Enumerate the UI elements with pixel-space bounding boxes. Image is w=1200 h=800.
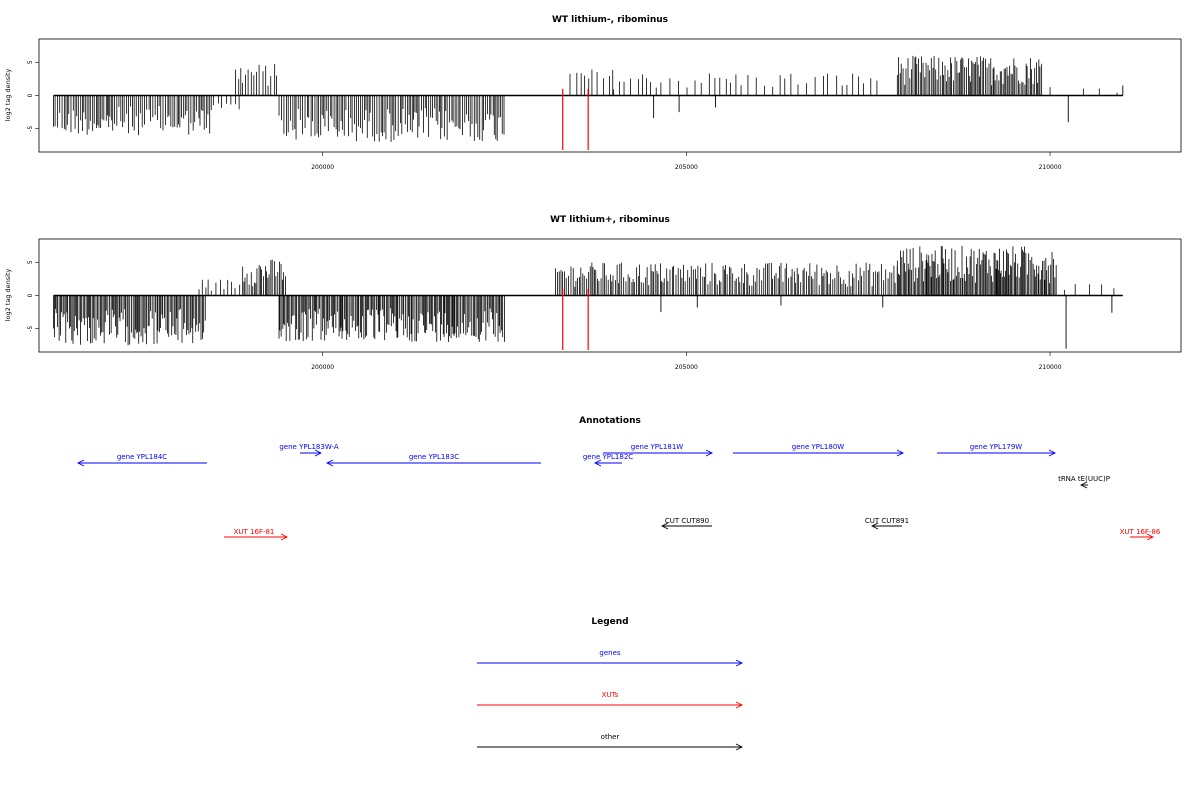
legend-arrow (477, 743, 744, 751)
annotation-arrow (870, 522, 902, 530)
panel-lithium-minus: WT lithium-, ribominus log2 tag density … (4, 15, 1182, 171)
y-axis-label: log2 tag density (4, 69, 12, 122)
y-tick-label: -5 (27, 126, 34, 132)
annotation-arrow (1130, 533, 1155, 541)
annotation-label: gene YPL180W (792, 443, 844, 451)
annotation-arrow (1079, 481, 1088, 489)
annotation-label: XUT 16F-86 (1120, 528, 1161, 536)
annotation-label: CUT CUT890 (665, 517, 709, 525)
y-tick-label: 5 (27, 60, 34, 64)
x-tick-label: 200000 (311, 164, 334, 171)
legend-arrow (477, 701, 744, 709)
annotation-arrow (224, 533, 289, 541)
annotation-tracks: gene YPL184C gene YPL183W-A gene YPL183C ge… (76, 443, 1161, 541)
legend-label: genes (599, 649, 620, 657)
legend-title: Legend (591, 617, 628, 627)
legend: genes XUTs other (477, 649, 744, 751)
annotation-label: gene YPL179W (970, 443, 1022, 451)
annotation-label: CUT CUT891 (865, 517, 909, 525)
annotation-label: tRNA tE(UUC)P (1058, 475, 1110, 483)
red-marker-lines (562, 288, 589, 351)
legend-label: XUTs (602, 691, 619, 699)
x-tick-label: 210000 (1039, 164, 1062, 171)
annotation-arrow (733, 449, 905, 457)
y-axis-label: log2 tag density (4, 269, 12, 322)
annotation-label: XUT 16F-81 (234, 528, 275, 536)
annotation-arrow (593, 459, 622, 467)
annotation-arrow (300, 449, 323, 457)
annotation-arrow (603, 449, 714, 457)
x-tick-label: 200000 (311, 364, 334, 371)
annotation-arrow (660, 522, 712, 530)
y-tick-label: 0 (27, 293, 34, 297)
annotation-label: gene YPL184C (117, 453, 167, 461)
annotation-label: gene YPL183C (409, 453, 459, 461)
x-tick-label: 205000 (675, 364, 698, 371)
x-tick-label: 205000 (675, 164, 698, 171)
chart-title: WT lithium-, ribominus (552, 15, 668, 25)
x-tick-label: 210000 (1039, 364, 1062, 371)
panel-lithium-plus: WT lithium+, ribominus log2 tag density … (4, 215, 1182, 371)
annotation-arrow (76, 459, 207, 467)
axis-ticks: 5 0 -5 200000 205000 210000 (27, 260, 1062, 371)
annotations-title: Annotations (579, 416, 641, 426)
legend-arrow (477, 659, 744, 667)
annotation-label: gene YPL182C (583, 453, 633, 461)
y-tick-label: -5 (27, 326, 34, 332)
annotation-arrow (325, 459, 541, 467)
axis-ticks: 5 0 -5 200000 205000 210000 (27, 60, 1062, 171)
y-tick-label: 0 (27, 93, 34, 97)
legend-label: other (601, 733, 620, 741)
annotation-label: gene YPL183W-A (279, 443, 338, 451)
annotation-label: gene YPL181W (631, 443, 683, 451)
red-marker-lines (562, 88, 589, 151)
chart-title: WT lithium+, ribominus (550, 215, 670, 225)
annotation-arrow (937, 449, 1057, 457)
y-tick-label: 5 (27, 260, 34, 264)
